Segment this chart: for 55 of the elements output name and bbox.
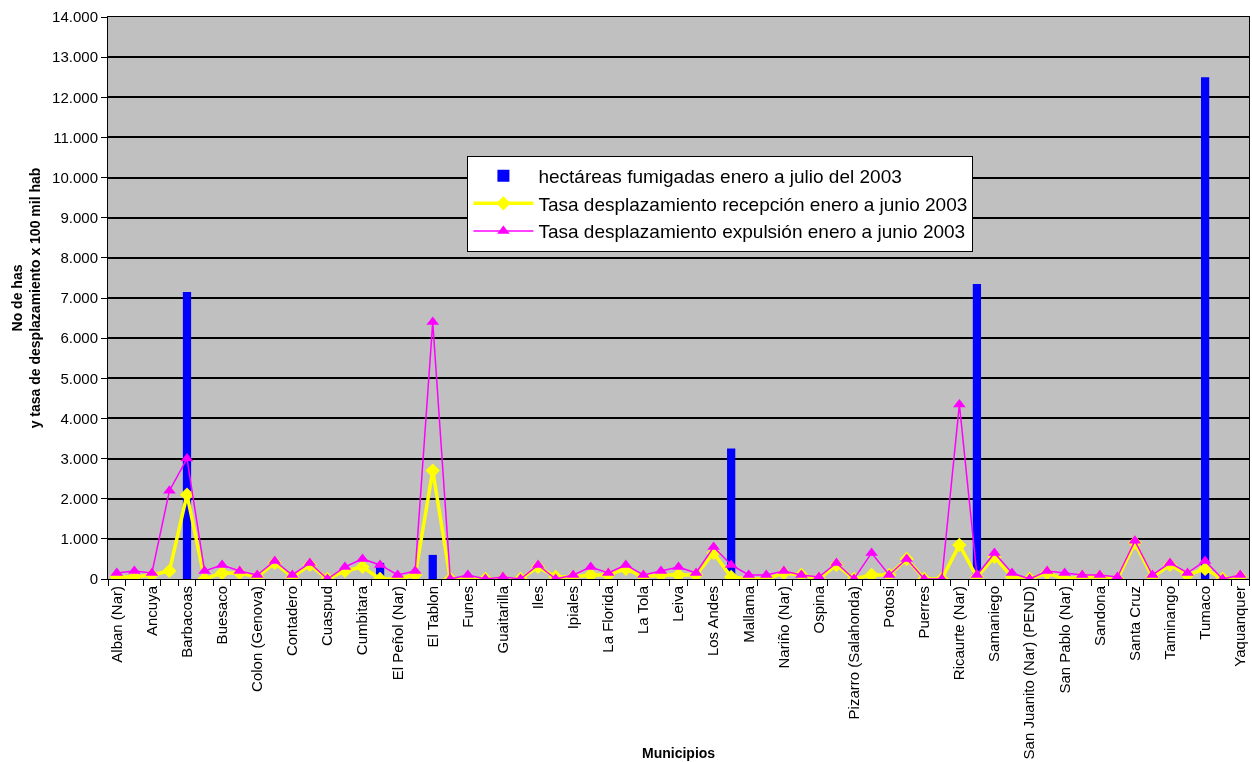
y-tick-label: 2.000	[60, 489, 98, 507]
bar	[428, 554, 437, 579]
x-tick-label: Mallama	[739, 585, 757, 643]
x-tick-label: Buesaco	[212, 586, 230, 645]
x-tick-label: Leiva	[669, 585, 687, 622]
x-tick-label: Ipiales	[564, 586, 582, 630]
legend-label: hectáreas fumigadas enero a julio del 2003	[538, 166, 902, 188]
x-tick-label: Taminango	[1160, 586, 1178, 660]
x-tick-label: Guaitarilla	[493, 585, 511, 654]
x-tick-label: Funes	[458, 586, 476, 628]
y-axis-title: No de has y tasa de desplazamiento x 100 mil hab	[8, 167, 43, 429]
y-tick-label: 3.000	[60, 449, 98, 467]
y-tick-label: 6.000	[60, 329, 98, 347]
x-tick-label: San Juanito (Nar) (PEND)	[1020, 586, 1038, 760]
x-tick-label: Cumbitara	[353, 585, 371, 656]
bar	[1200, 77, 1210, 579]
y-tick-label: 13.000	[52, 48, 98, 66]
y-tick-label: 11.000	[53, 128, 98, 146]
x-tick-label: El Peñol (Nar)	[388, 586, 406, 681]
x-tick-label: Barbacoas	[177, 586, 195, 658]
legend-label: Tasa desplazamiento recepción enero a junio 2003	[538, 193, 968, 215]
x-tick-label: Alban (Nar)	[107, 586, 125, 663]
x-tick-label: La Florida	[599, 585, 617, 653]
x-tick-label: Tumaco	[1195, 586, 1213, 640]
y-tick-label: 12.000	[52, 88, 98, 106]
y-tick-label: 1.000	[60, 530, 98, 548]
y-tick-label: 4.000	[60, 409, 98, 427]
x-tick-label: Colon (Genova)	[248, 586, 266, 692]
x-tick-label: Yaquanquer	[1231, 586, 1249, 667]
y-tick-label: 9.000	[60, 208, 98, 226]
legend-label: Tasa desplazamiento expulsión enero a junio 2003	[538, 221, 966, 243]
x-tick-label: San Pablo (Nar)	[1055, 586, 1073, 694]
x-tick-label: Samaniego	[985, 586, 1003, 662]
x-tick-label: Nariño (Nar)	[774, 586, 792, 669]
x-tick-label: Los Andes	[704, 586, 722, 657]
x-tick-label: Potosi	[880, 586, 898, 628]
x-tick-label: Pizarro (Salahonda)	[844, 586, 862, 720]
y-tick-label: 14.000	[52, 8, 98, 26]
y-tick-label: 10.000	[52, 168, 98, 186]
y-tick-label: 8.000	[60, 249, 98, 267]
x-tick-label: Contadero	[283, 586, 301, 657]
y-tick-label: 0	[89, 570, 98, 588]
x-tick-label: Ancuya	[142, 585, 160, 637]
y-tick-label: 7.000	[60, 289, 98, 307]
x-axis-title: Municipios	[642, 745, 716, 761]
x-tick-label: La Tola	[634, 585, 652, 635]
x-tick-label: Puerres	[915, 586, 933, 639]
x-tick-label: Ricaurte (Nar)	[950, 586, 968, 681]
x-tick-label: Santa Cruz	[1125, 586, 1143, 662]
x-tick-label: Cuaspud	[318, 586, 336, 647]
x-tick-label: Sandona	[1090, 585, 1108, 647]
x-tick-label: El Tablon	[423, 586, 441, 648]
x-tick-label: Iles	[528, 586, 546, 610]
x-tick-label: Ospina	[809, 585, 827, 634]
y-tick-label: 5.000	[60, 369, 98, 387]
